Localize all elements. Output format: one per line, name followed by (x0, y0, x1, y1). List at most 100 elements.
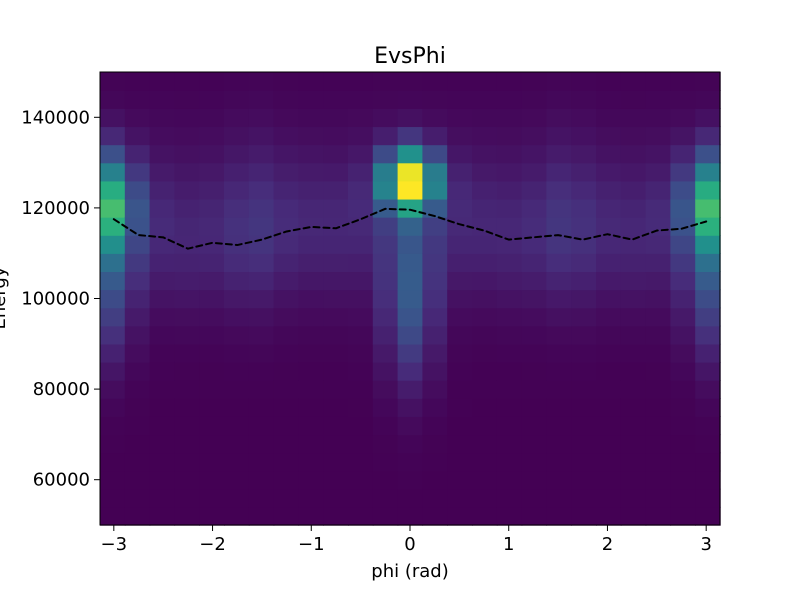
heatmap-cell (422, 289, 448, 309)
heatmap-cell (174, 488, 200, 508)
heatmap-cell (323, 416, 349, 436)
heatmap-cell (298, 126, 324, 146)
heatmap-cell (124, 307, 151, 327)
heatmap-cell (348, 235, 374, 254)
heatmap-cell (596, 108, 622, 128)
heatmap-cell (546, 488, 572, 508)
heatmap-cell (695, 325, 721, 345)
heatmap-cell (372, 470, 399, 490)
heatmap-cell (521, 72, 548, 91)
heatmap-cell (348, 253, 374, 273)
heatmap-cell (571, 434, 597, 454)
heatmap-cell (298, 488, 324, 508)
chart-title: EvsPhi (374, 44, 446, 69)
heatmap-cell (199, 108, 225, 128)
heatmap-cell (323, 162, 349, 182)
heatmap-cell (149, 144, 176, 164)
heatmap-cell (100, 307, 126, 327)
heatmap-cell (422, 235, 448, 254)
heatmap-cell (695, 307, 721, 327)
heatmap-cell (273, 434, 300, 454)
heatmap-cell (447, 380, 473, 399)
heatmap-cell (199, 380, 225, 399)
heatmap-cell (670, 343, 696, 363)
heatmap-cell (372, 325, 399, 345)
heatmap-cell (348, 198, 374, 218)
heatmap-cell (149, 343, 176, 363)
heatmap-cell (248, 398, 275, 417)
heatmap-cell (298, 144, 324, 164)
heatmap-cell (521, 398, 548, 417)
heatmap-cell (472, 506, 498, 526)
heatmap-cell (199, 198, 225, 218)
heatmap-cell (472, 253, 498, 273)
heatmap-cell (670, 488, 696, 508)
heatmap-cell (248, 470, 275, 490)
heatmap-cell (546, 434, 572, 454)
heatmap-cell (199, 216, 225, 236)
heatmap-cell (422, 470, 448, 490)
heatmap-cell (397, 253, 424, 273)
x-axis: −3 −2 −1 0 1 2 3 (101, 525, 712, 555)
heatmap-cell (695, 343, 721, 363)
heatmap-cell (472, 398, 498, 417)
heatmap-cell (224, 253, 250, 273)
heatmap-cell (620, 90, 647, 109)
heatmap-cell (248, 90, 275, 109)
heatmap-cell (397, 343, 424, 363)
heatmap-cell (248, 198, 275, 218)
heatmap-cell (645, 162, 672, 182)
heatmap-cell (546, 307, 572, 327)
heatmap-cell (149, 488, 176, 508)
heatmap-cell (100, 126, 126, 146)
heatmap-cell (224, 126, 250, 146)
heatmap-cell (521, 343, 548, 363)
heatmap-cell (100, 271, 126, 291)
heatmap-cell (496, 198, 523, 218)
heatmap-cell (472, 108, 498, 128)
heatmap-cell (422, 108, 448, 128)
heatmap-cell (174, 216, 200, 236)
heatmap-cell (447, 253, 473, 273)
heatmap-cell (323, 198, 349, 218)
heatmap-cell (546, 506, 572, 526)
heatmap-cell (620, 307, 647, 327)
heatmap-cell (472, 72, 498, 91)
heatmap-cell (422, 380, 448, 399)
x-tick-label: 2 (602, 534, 613, 555)
heatmap-cell (422, 271, 448, 291)
heatmap-cell (174, 452, 200, 472)
heatmap-cell (521, 416, 548, 436)
x-tick-label: −2 (199, 534, 226, 555)
heatmap-cell (323, 271, 349, 291)
heatmap-cell (224, 488, 250, 508)
heatmap-cell (149, 452, 176, 472)
heatmap-cell (546, 398, 572, 417)
heatmap-cell (695, 488, 721, 508)
heatmap-cell (620, 506, 647, 526)
heatmap-cell (695, 416, 721, 436)
heatmap-cell (645, 271, 672, 291)
heatmap-cell (397, 416, 424, 436)
x-axis-label: phi (rad) (371, 561, 448, 582)
heatmap-cell (596, 398, 622, 417)
heatmap-cell (620, 108, 647, 128)
heatmap-cell (645, 416, 672, 436)
heatmap-cell (149, 325, 176, 345)
heatmap-cell (372, 253, 399, 273)
heatmap-cell (571, 325, 597, 345)
heatmap-cell (472, 90, 498, 109)
heatmap-cell (248, 361, 275, 381)
heatmap-cell (298, 325, 324, 345)
heatmap-cell (447, 434, 473, 454)
heatmap-cell (695, 452, 721, 472)
heatmap-cell (397, 126, 424, 146)
heatmap-cell (248, 416, 275, 436)
heatmap-cell (645, 90, 672, 109)
y-axis-label: Energy (0, 266, 10, 329)
heatmap-cell (571, 144, 597, 164)
heatmap-cell (496, 470, 523, 490)
heatmap-cell (348, 72, 374, 91)
heatmap-cell (397, 162, 424, 182)
heatmap-cell (546, 216, 572, 236)
